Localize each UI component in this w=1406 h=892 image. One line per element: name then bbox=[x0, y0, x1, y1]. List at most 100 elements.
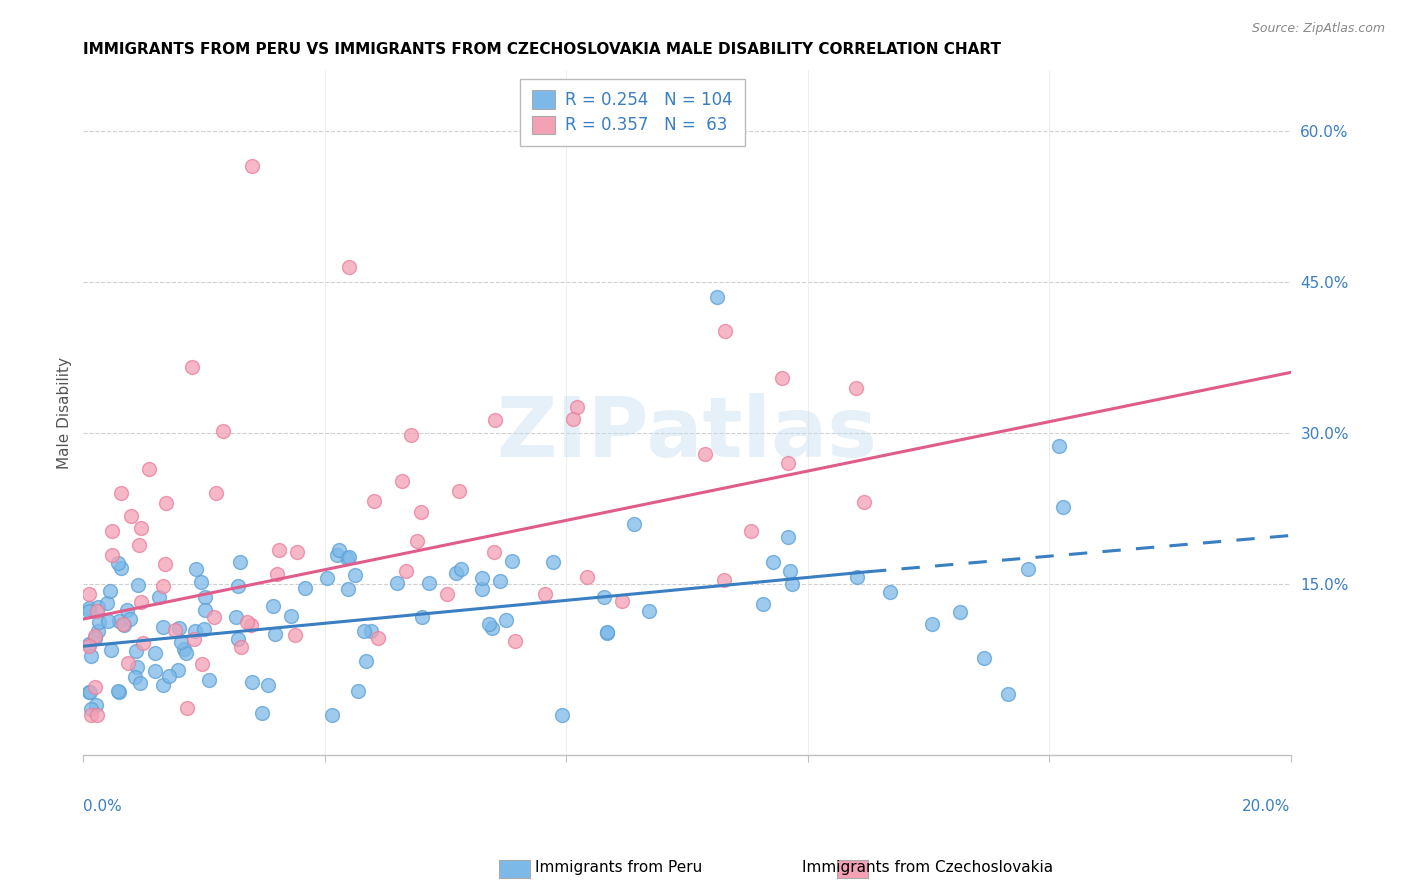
Point bbox=[1052, 500, 1074, 514]
Point bbox=[444, 566, 467, 580]
Point bbox=[79, 685, 101, 699]
Point bbox=[143, 664, 166, 678]
Point bbox=[96, 596, 118, 610]
Point bbox=[610, 594, 633, 608]
Point bbox=[360, 624, 382, 638]
Point bbox=[143, 646, 166, 660]
Point bbox=[101, 524, 124, 538]
Point bbox=[240, 159, 263, 173]
Point bbox=[79, 587, 101, 601]
Point bbox=[80, 701, 103, 715]
Point bbox=[418, 575, 440, 590]
Point bbox=[226, 578, 249, 592]
Point bbox=[484, 412, 506, 426]
Point bbox=[336, 582, 359, 596]
Point bbox=[488, 574, 510, 588]
Point bbox=[776, 457, 799, 471]
Point bbox=[125, 660, 148, 674]
Point bbox=[846, 570, 869, 584]
Point bbox=[779, 565, 801, 579]
Point bbox=[740, 524, 762, 538]
Point bbox=[780, 577, 803, 591]
Point bbox=[471, 571, 494, 585]
Point bbox=[450, 562, 472, 576]
Point bbox=[280, 609, 302, 624]
Point bbox=[714, 324, 737, 338]
Point bbox=[328, 542, 350, 557]
Point bbox=[501, 554, 523, 568]
Point bbox=[284, 628, 307, 642]
Point bbox=[482, 545, 505, 559]
Point bbox=[436, 586, 458, 600]
Point bbox=[399, 428, 422, 442]
Text: Immigrants from Czechoslovakia: Immigrants from Czechoslovakia bbox=[803, 860, 1053, 874]
Point bbox=[79, 639, 101, 653]
Point bbox=[152, 579, 174, 593]
Point bbox=[157, 669, 180, 683]
Point bbox=[596, 625, 619, 640]
Point bbox=[84, 631, 107, 645]
Point bbox=[120, 508, 142, 523]
Point bbox=[776, 530, 799, 544]
Point bbox=[155, 496, 177, 510]
Point bbox=[117, 656, 139, 670]
Point bbox=[596, 624, 619, 639]
Point bbox=[98, 584, 121, 599]
Point bbox=[921, 617, 943, 632]
Point bbox=[84, 680, 107, 694]
Point bbox=[79, 600, 101, 615]
Point bbox=[212, 424, 235, 438]
Point bbox=[87, 624, 110, 639]
Point bbox=[110, 561, 132, 575]
Point bbox=[111, 617, 134, 632]
Point bbox=[225, 609, 247, 624]
Point bbox=[97, 614, 120, 628]
Point bbox=[153, 557, 176, 571]
Text: Source: ZipAtlas.com: Source: ZipAtlas.com bbox=[1251, 22, 1385, 36]
Point bbox=[567, 401, 589, 415]
Point bbox=[191, 657, 214, 671]
Point bbox=[193, 602, 215, 616]
Point bbox=[148, 590, 170, 604]
Point bbox=[226, 632, 249, 646]
Point bbox=[447, 483, 470, 498]
Point bbox=[240, 674, 263, 689]
Point bbox=[100, 548, 122, 562]
Point bbox=[263, 627, 285, 641]
Point bbox=[239, 617, 262, 632]
Text: Immigrants from Peru: Immigrants from Peru bbox=[536, 860, 702, 874]
Point bbox=[100, 642, 122, 657]
Point bbox=[593, 590, 616, 604]
Point bbox=[495, 613, 517, 627]
Text: 20.0%: 20.0% bbox=[1243, 799, 1291, 814]
Point bbox=[190, 575, 212, 590]
Point bbox=[79, 707, 101, 722]
Point bbox=[262, 599, 284, 613]
Point bbox=[713, 573, 735, 587]
Point bbox=[693, 447, 716, 461]
Point bbox=[770, 370, 793, 384]
Point bbox=[138, 461, 160, 475]
Point bbox=[236, 615, 259, 630]
Point bbox=[229, 640, 252, 655]
Point bbox=[575, 569, 598, 583]
Point bbox=[184, 624, 207, 639]
Point bbox=[315, 570, 337, 584]
Point bbox=[124, 644, 146, 658]
Point bbox=[294, 582, 316, 596]
Point bbox=[363, 494, 385, 508]
Point bbox=[337, 260, 360, 274]
Point bbox=[534, 587, 557, 601]
Point bbox=[79, 637, 101, 651]
Text: 0.0%: 0.0% bbox=[83, 799, 122, 814]
Point bbox=[853, 495, 876, 509]
Point bbox=[1047, 439, 1070, 453]
Point bbox=[118, 611, 141, 625]
Point bbox=[973, 651, 995, 665]
Point bbox=[129, 521, 152, 535]
Point bbox=[84, 698, 107, 712]
Point bbox=[353, 624, 375, 639]
Point bbox=[385, 576, 408, 591]
Point bbox=[503, 634, 526, 648]
Point bbox=[997, 687, 1019, 701]
